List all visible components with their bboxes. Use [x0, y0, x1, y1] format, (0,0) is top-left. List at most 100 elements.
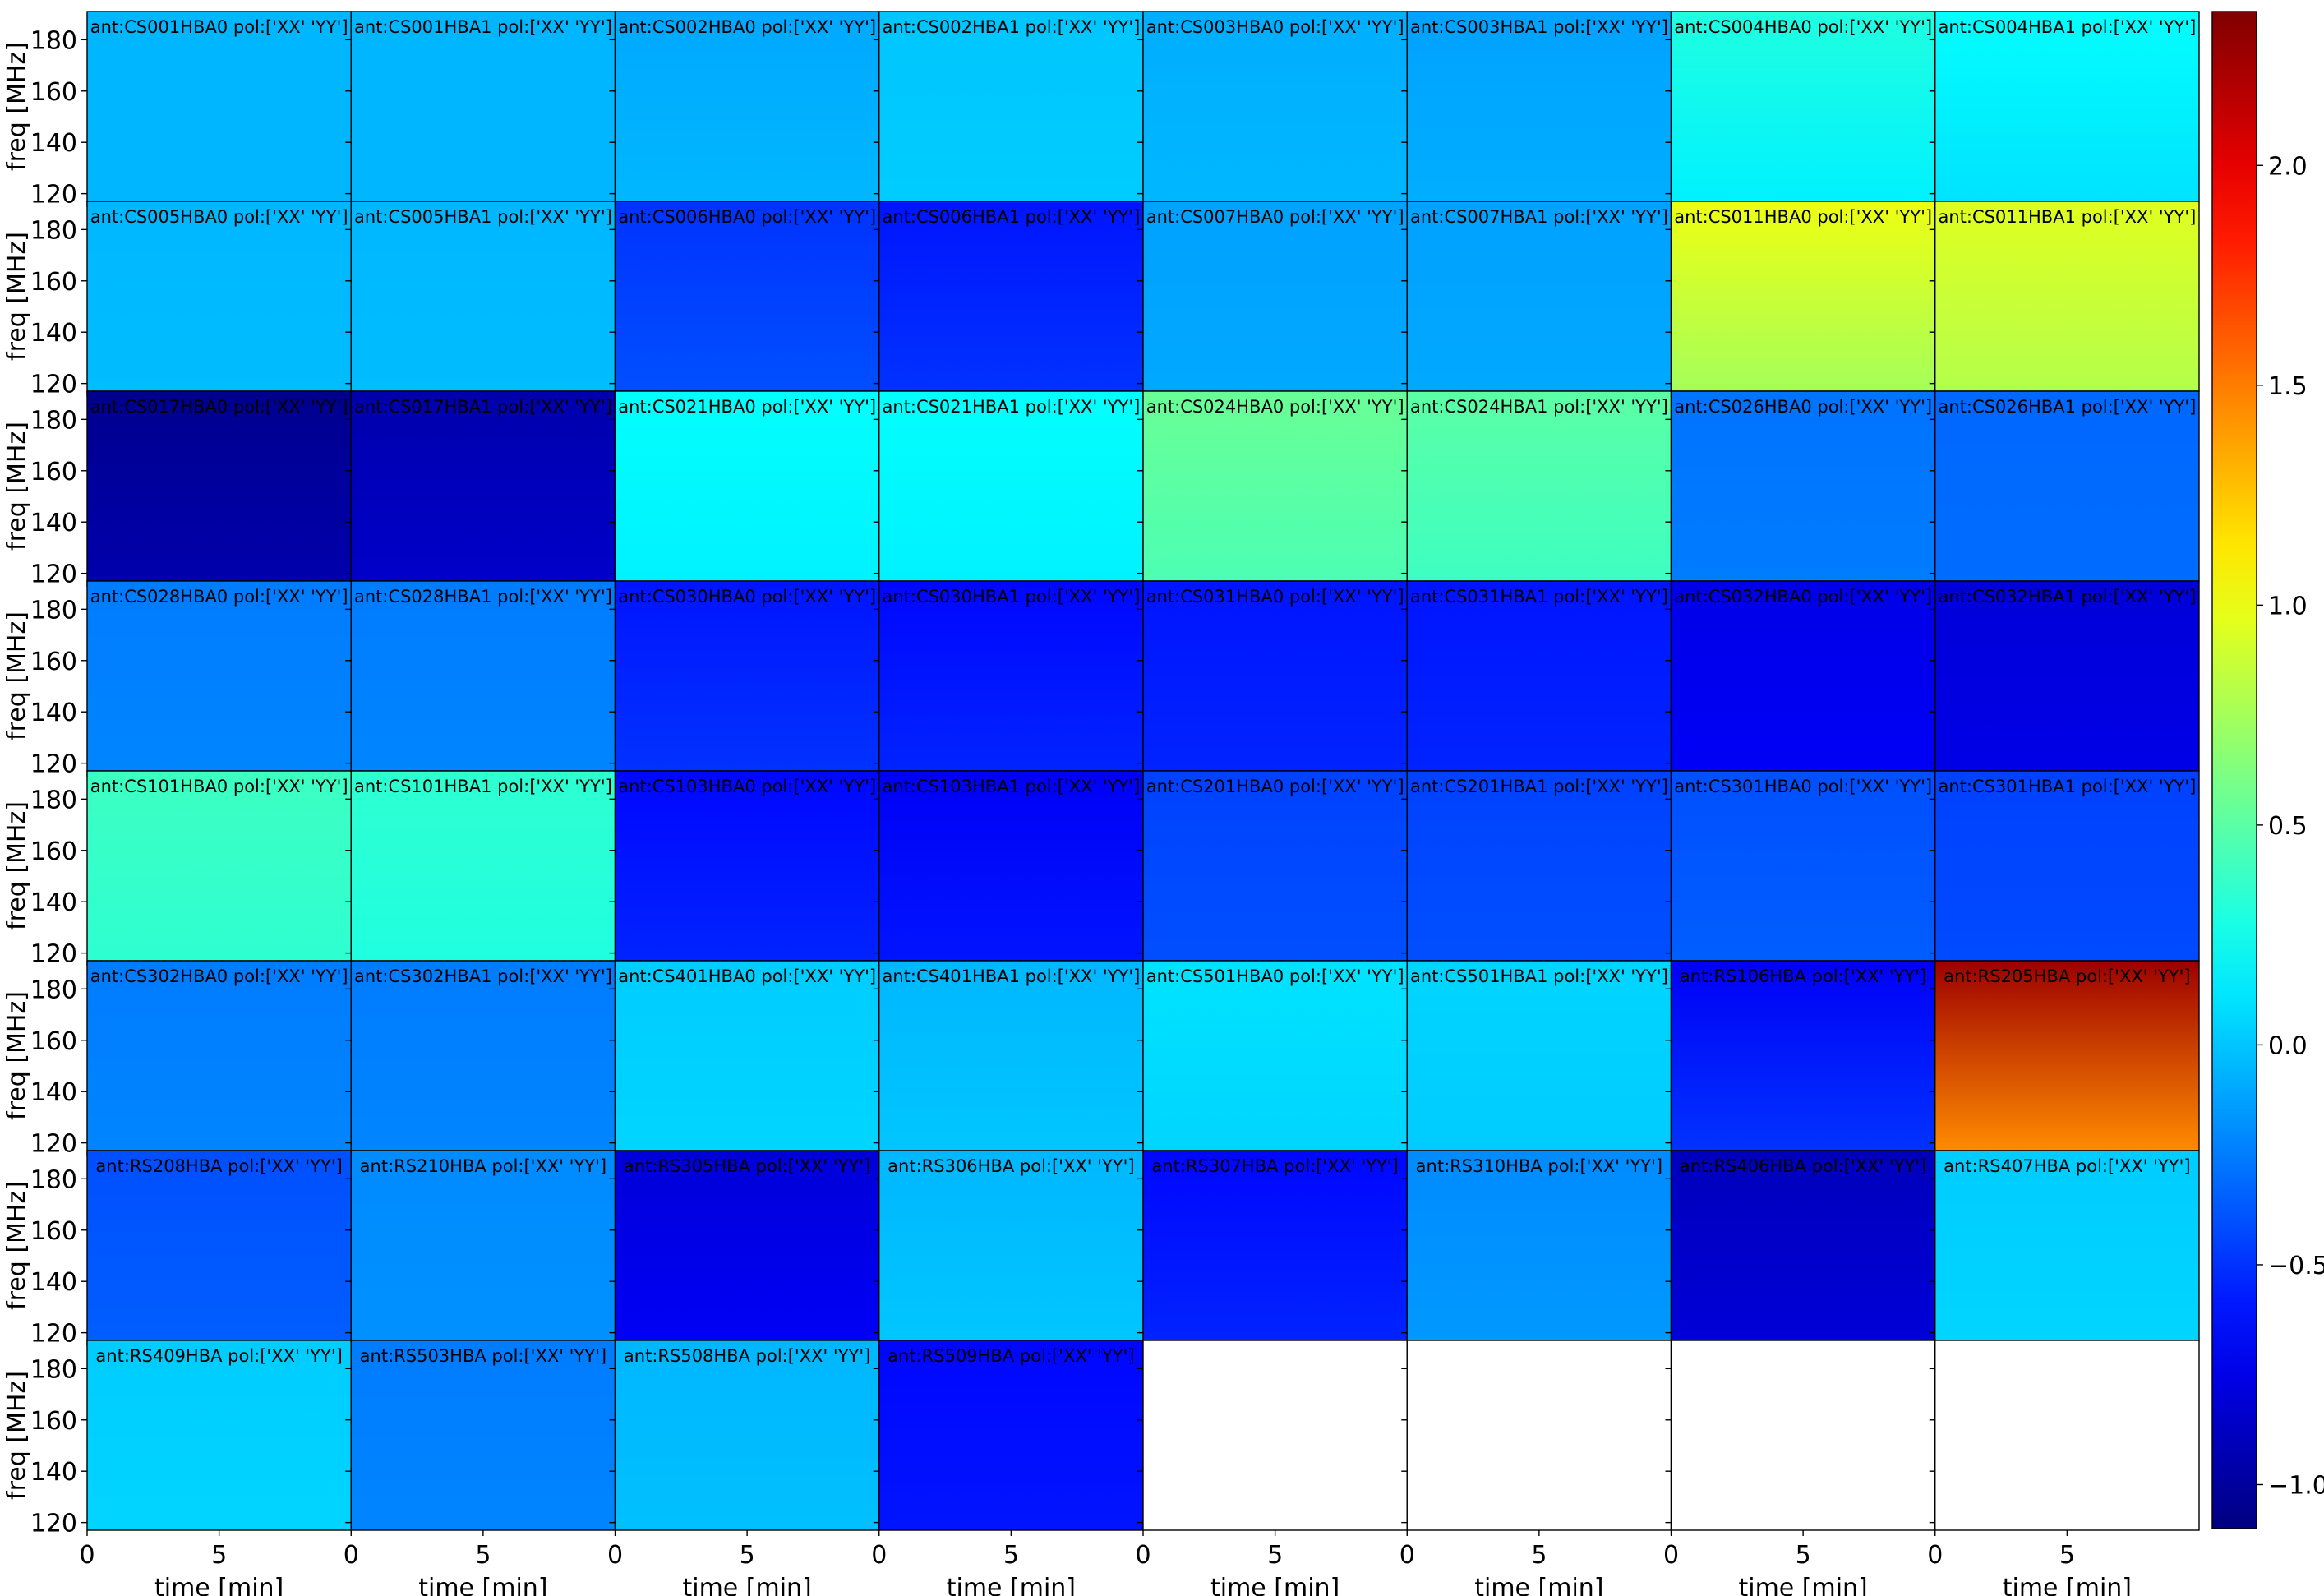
heatmap-cell: [1407, 961, 1672, 1151]
panel: ant:CS501HBA0 pol:['XX' 'YY']: [1137, 960, 1408, 1156]
panel-title: ant:RS503HBA pol:['XX' 'YY']: [360, 1346, 606, 1366]
heatmap-cell: [615, 1151, 879, 1340]
y-tick-label: 180: [30, 406, 77, 435]
panel: ant:CS006HBA1 pol:['XX' 'YY']: [873, 201, 1144, 397]
panel-title: ant:CS021HBA0 pol:['XX' 'YY']: [618, 397, 876, 417]
panel: ant:CS501HBA1 pol:['XX' 'YY']: [1401, 960, 1672, 1156]
panel: ant:CS101HBA0 pol:['XX' 'YY']: [81, 770, 352, 966]
panel: ant:CS103HBA1 pol:['XX' 'YY']: [873, 770, 1144, 966]
colorbar-tick-label: 1.0: [2268, 592, 2308, 620]
heatmap-cell: [1671, 961, 1935, 1151]
y-tick-label: 180: [30, 26, 77, 55]
empty-panel: [1671, 1340, 1935, 1530]
panel-title: ant:CS031HBA1 pol:['XX' 'YY']: [1410, 587, 1668, 607]
panel: ant:CS028HBA1 pol:['XX' 'YY']: [345, 580, 616, 777]
y-tick-label: 120: [30, 1130, 77, 1159]
panel-title: ant:CS103HBA1 pol:['XX' 'YY']: [882, 777, 1140, 796]
heatmap-cell: [351, 1151, 616, 1340]
panel: ant:RS409HBA pol:['XX' 'YY']: [81, 1340, 352, 1536]
heatmap-cell: [615, 201, 879, 391]
panel: ant:CS032HBA1 pol:['XX' 'YY']: [1929, 580, 2200, 777]
colorbar-tick-label: 0.5: [2268, 812, 2308, 841]
panel: [1401, 1340, 1672, 1536]
heatmap-cell: [1407, 1151, 1672, 1340]
x-tick-label: 0: [344, 1541, 359, 1570]
y-tick-label: 180: [30, 1165, 77, 1194]
y-tick-label: 140: [30, 888, 77, 917]
panel: ant:CS011HBA0 pol:['XX' 'YY']: [1665, 201, 1936, 397]
panel: ant:CS005HBA1 pol:['XX' 'YY']: [345, 201, 616, 397]
y-tick-label: 140: [30, 1078, 77, 1107]
panel-title: ant:CS021HBA1 pol:['XX' 'YY']: [882, 397, 1140, 417]
panel: ant:CS001HBA0 pol:['XX' 'YY']: [81, 11, 352, 207]
panel-title: ant:RS307HBA pol:['XX' 'YY']: [1151, 1156, 1398, 1176]
heatmap-cell: [1407, 12, 1672, 201]
heatmap-cell: [615, 12, 879, 201]
y-tick-label: 140: [30, 129, 77, 158]
panel-title: ant:RS409HBA pol:['XX' 'YY']: [95, 1346, 342, 1366]
heatmap-cell: [1407, 581, 1672, 771]
x-tick-label: 0: [1399, 1541, 1415, 1570]
heatmap-cell: [1143, 771, 1408, 961]
panel-title: ant:CS103HBA0 pol:['XX' 'YY']: [618, 777, 876, 796]
panel-title: ant:CS030HBA0 pol:['XX' 'YY']: [618, 587, 876, 607]
heatmap-cell: [1934, 581, 2199, 771]
panel: ant:CS032HBA0 pol:['XX' 'YY']: [1665, 580, 1936, 777]
x-axis-label: time [min]: [1738, 1574, 1867, 1596]
panel: ant:CS004HBA1 pol:['XX' 'YY']: [1929, 11, 2200, 207]
panel: ant:CS007HBA0 pol:['XX' 'YY']: [1137, 201, 1408, 397]
panel: ant:CS024HBA1 pol:['XX' 'YY']: [1401, 390, 1672, 587]
panel: [1929, 1340, 2200, 1536]
heatmap-cell: [87, 1151, 352, 1340]
y-axis-label: freq [MHz]: [2, 1181, 31, 1310]
heatmap-cell: [87, 201, 352, 391]
heatmap-cell: [878, 961, 1143, 1151]
y-tick-label: 140: [30, 1268, 77, 1297]
panel: ant:CS031HBA1 pol:['XX' 'YY']: [1401, 580, 1672, 777]
panel-title: ant:CS005HBA1 pol:['XX' 'YY']: [354, 207, 612, 227]
heatmap-cell: [878, 391, 1143, 581]
panel: ant:CS002HBA0 pol:['XX' 'YY']: [609, 11, 880, 207]
panel-title: ant:CS201HBA1 pol:['XX' 'YY']: [1410, 777, 1668, 796]
x-axis-label: time [min]: [1474, 1574, 1603, 1596]
panel-title: ant:CS301HBA0 pol:['XX' 'YY']: [1674, 777, 1932, 796]
panel-title: ant:CS401HBA0 pol:['XX' 'YY']: [618, 966, 876, 986]
panel-title: ant:CS026HBA1 pol:['XX' 'YY']: [1938, 397, 2196, 417]
heatmap-cell: [1407, 201, 1672, 391]
x-axis-label: time [min]: [682, 1574, 811, 1596]
colorbar-tick-label: 1.5: [2268, 372, 2308, 401]
panel-title: ant:CS001HBA0 pol:['XX' 'YY']: [90, 17, 348, 37]
panel: ant:CS007HBA1 pol:['XX' 'YY']: [1401, 201, 1672, 397]
x-tick-label: 5: [1267, 1541, 1283, 1570]
panel-title: ant:CS101HBA1 pol:['XX' 'YY']: [354, 777, 612, 796]
panel-title: ant:CS501HBA0 pol:['XX' 'YY']: [1146, 966, 1404, 986]
panel: ant:CS017HBA1 pol:['XX' 'YY']: [345, 390, 616, 587]
x-axis-label: time [min]: [2003, 1574, 2132, 1596]
y-axis-label: freq [MHz]: [2, 422, 31, 551]
panel: ant:RS205HBA pol:['XX' 'YY']: [1929, 960, 2200, 1156]
panel-title: ant:CS003HBA0 pol:['XX' 'YY']: [1146, 17, 1404, 37]
panel: ant:RS305HBA pol:['XX' 'YY']: [609, 1150, 880, 1346]
panel: ant:RS307HBA pol:['XX' 'YY']: [1137, 1150, 1408, 1346]
panel-title: ant:CS032HBA0 pol:['XX' 'YY']: [1674, 587, 1932, 607]
panel: ant:CS030HBA0 pol:['XX' 'YY']: [609, 580, 880, 777]
y-tick-label: 160: [30, 268, 77, 297]
y-axis-label: freq [MHz]: [2, 611, 31, 740]
panel-title: ant:CS007HBA1 pol:['XX' 'YY']: [1410, 207, 1668, 227]
heatmap-cell: [1671, 391, 1935, 581]
y-tick-label: 160: [30, 78, 77, 107]
panel: ant:RS210HBA pol:['XX' 'YY']: [345, 1150, 616, 1346]
panel-title: ant:CS028HBA0 pol:['XX' 'YY']: [90, 587, 348, 607]
panel-title: ant:RS106HBA pol:['XX' 'YY']: [1680, 966, 1926, 986]
panel-title: ant:RS310HBA pol:['XX' 'YY']: [1416, 1156, 1662, 1176]
y-tick-label: 160: [30, 1407, 77, 1436]
heatmap-cell: [87, 581, 352, 771]
panel: ant:CS103HBA0 pol:['XX' 'YY']: [609, 770, 880, 966]
y-axis-label: freq [MHz]: [2, 42, 31, 171]
panel-title: ant:CS301HBA1 pol:['XX' 'YY']: [1938, 777, 2196, 796]
heatmap-cell: [351, 12, 616, 201]
heatmap-cell: [1143, 391, 1408, 581]
panel: ant:RS106HBA pol:['XX' 'YY']: [1665, 960, 1936, 1156]
panel: ant:CS401HBA1 pol:['XX' 'YY']: [873, 960, 1144, 1156]
